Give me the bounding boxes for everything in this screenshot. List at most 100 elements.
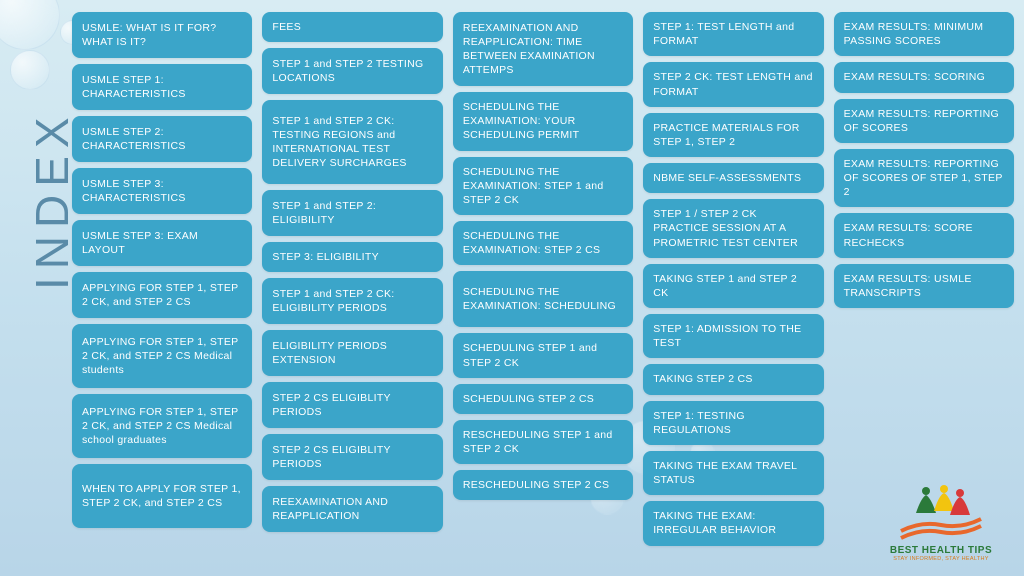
index-card-label: SCHEDULING THE EXAMINATION: STEP 1 and S…: [463, 165, 623, 208]
index-card[interactable]: EXAM RESULTS: SCORING: [834, 62, 1014, 92]
index-card[interactable]: STEP 1: ADMISSION TO THE TEST: [643, 314, 823, 358]
bubble-decoration: [10, 50, 50, 90]
index-card[interactable]: TAKING STEP 1 and STEP 2 CK: [643, 264, 823, 308]
index-card-label: USMLE STEP 2: CHARACTERISTICS: [82, 125, 242, 153]
index-card-label: EXAM RESULTS: MINIMUM PASSING SCORES: [844, 20, 1004, 48]
index-card-label: RESCHEDULING STEP 1 and STEP 2 CK: [463, 428, 623, 456]
index-card-label: STEP 3: ELIGIBILITY: [272, 250, 378, 264]
index-col-3: REEXAMINATION AND REAPPLICATION: TIME BE…: [453, 12, 633, 566]
index-card[interactable]: STEP 1 and STEP 2 CK: TESTING REGIONS an…: [262, 100, 442, 184]
index-card[interactable]: TAKING THE EXAM: IRREGULAR BEHAVIOR: [643, 501, 823, 545]
index-card-label: STEP 2 CK: TEST LENGTH and FORMAT: [653, 70, 813, 98]
index-card[interactable]: WHEN TO APPLY FOR STEP 1, STEP 2 CK, and…: [72, 464, 252, 528]
index-card-label: PRACTICE MATERIALS FOR STEP 1, STEP 2: [653, 121, 813, 149]
index-card-label: STEP 1 and STEP 2 CK: TESTING REGIONS an…: [272, 114, 432, 171]
index-card[interactable]: USMLE STEP 2: CHARACTERISTICS: [72, 116, 252, 162]
index-card-label: STEP 1: ADMISSION TO THE TEST: [653, 322, 813, 350]
index-card-label: STEP 2 CS ELIGIBLITY PERIODS: [272, 391, 432, 419]
index-card-label: REEXAMINATION AND REAPPLICATION: [272, 495, 432, 523]
index-card[interactable]: STEP 1 / STEP 2 CK PRACTICE SESSION AT A…: [643, 199, 823, 258]
index-card-label: EXAM RESULTS: SCORING: [844, 70, 985, 84]
index-card-label: EXAM RESULTS: USMLE TRANSCRIPTS: [844, 272, 1004, 300]
index-card[interactable]: USMLE STEP 3: EXAM LAYOUT: [72, 220, 252, 266]
index-card[interactable]: SCHEDULING THE EXAMINATION: STEP 1 and S…: [453, 157, 633, 216]
index-card[interactable]: USMLE STEP 3: CHARACTERISTICS: [72, 168, 252, 214]
index-card-label: STEP 1: TESTING REGULATIONS: [653, 409, 813, 437]
index-card[interactable]: SCHEDULING STEP 2 CS: [453, 384, 633, 414]
index-col-2: FEES STEP 1 and STEP 2 TESTING LOCATIONS S…: [262, 12, 442, 566]
index-card[interactable]: SCHEDULING STEP 1 and STEP 2 CK: [453, 333, 633, 377]
index-card[interactable]: APPLYING FOR STEP 1, STEP 2 CK, and STEP…: [72, 394, 252, 458]
index-card-label: SCHEDULING STEP 1 and STEP 2 CK: [463, 341, 623, 369]
index-card[interactable]: SCHEDULING THE EXAMINATION: YOUR SCHEDUL…: [453, 92, 633, 151]
index-card-label: WHEN TO APPLY FOR STEP 1, STEP 2 CK, and…: [82, 482, 242, 510]
index-card[interactable]: SCHEDULING THE EXAMINATION: STEP 2 CS: [453, 221, 633, 265]
index-card[interactable]: EXAM RESULTS: USMLE TRANSCRIPTS: [834, 264, 1014, 308]
index-card-label: USMLE: WHAT IS IT FOR? WHAT IS IT?: [82, 21, 242, 49]
index-card-label: STEP 2 CS ELIGIBLITY PERIODS: [272, 443, 432, 471]
index-card-label: SCHEDULING THE EXAMINATION: STEP 2 CS: [463, 229, 623, 257]
index-card[interactable]: STEP 3: ELIGIBILITY: [262, 242, 442, 272]
index-card[interactable]: STEP 1 and STEP 2 CK: ELIGIBILITY PERIOD…: [262, 278, 442, 324]
index-card-label: REEXAMINATION AND REAPPLICATION: TIME BE…: [463, 21, 623, 78]
index-card[interactable]: STEP 1: TESTING REGULATIONS: [643, 401, 823, 445]
index-card[interactable]: TAKING THE EXAM TRAVEL STATUS: [643, 451, 823, 495]
index-card[interactable]: EXAM RESULTS: SCORE RECHECKS: [834, 213, 1014, 257]
index-card-label: TAKING THE EXAM: IRREGULAR BEHAVIOR: [653, 509, 813, 537]
index-card-label: STEP 1: TEST LENGTH and FORMAT: [653, 20, 813, 48]
logo: BEST HEALTH TIPS STAY INFORMED, STAY HEA…: [876, 483, 1006, 562]
index-card-label: RESCHEDULING STEP 2 CS: [463, 478, 609, 492]
index-card-label: TAKING STEP 2 CS: [653, 372, 753, 386]
index-card-label: TAKING STEP 1 and STEP 2 CK: [653, 272, 813, 300]
index-card[interactable]: RESCHEDULING STEP 2 CS: [453, 470, 633, 500]
index-card[interactable]: TAKING STEP 2 CS: [643, 364, 823, 394]
index-grid: USMLE: WHAT IS IT FOR? WHAT IS IT? USMLE …: [72, 12, 1014, 566]
index-card[interactable]: NBME SELF-ASSESSMENTS: [643, 163, 823, 193]
index-card[interactable]: SCHEDULING THE EXAMINATION: SCHEDULING: [453, 271, 633, 327]
index-card-label: EXAM RESULTS: REPORTING OF SCORES OF STE…: [844, 157, 1004, 200]
index-card-label: STEP 1 and STEP 2 CK: ELIGIBILITY PERIOD…: [272, 287, 432, 315]
index-card-label: STEP 1 and STEP 2: ELIGIBILITY: [272, 199, 432, 227]
index-card-label: EXAM RESULTS: REPORTING OF SCORES: [844, 107, 1004, 135]
index-card-label: SCHEDULING STEP 2 CS: [463, 392, 594, 406]
index-card[interactable]: REEXAMINATION AND REAPPLICATION: [262, 486, 442, 532]
index-card[interactable]: RESCHEDULING STEP 1 and STEP 2 CK: [453, 420, 633, 464]
index-card[interactable]: PRACTICE MATERIALS FOR STEP 1, STEP 2: [643, 113, 823, 157]
index-card[interactable]: STEP 2 CS ELIGIBLITY PERIODS: [262, 434, 442, 480]
index-card-label: TAKING THE EXAM TRAVEL STATUS: [653, 459, 813, 487]
index-card[interactable]: APPLYING FOR STEP 1, STEP 2 CK, and STEP…: [72, 324, 252, 388]
index-card[interactable]: STEP 1: TEST LENGTH and FORMAT: [643, 12, 823, 56]
index-card-label: NBME SELF-ASSESSMENTS: [653, 171, 801, 185]
page-title: INDEX: [25, 109, 79, 290]
index-card-label: APPLYING FOR STEP 1, STEP 2 CK, and STEP…: [82, 281, 242, 309]
index-card[interactable]: USMLE STEP 1: CHARACTERISTICS: [72, 64, 252, 110]
index-card-label: APPLYING FOR STEP 1, STEP 2 CK, and STEP…: [82, 405, 242, 448]
index-card-label: SCHEDULING THE EXAMINATION: YOUR SCHEDUL…: [463, 100, 623, 143]
index-card-label: ELIGIBILITY PERIODS EXTENSION: [272, 339, 432, 367]
index-card[interactable]: STEP 2 CS ELIGIBLITY PERIODS: [262, 382, 442, 428]
index-card[interactable]: STEP 2 CK: TEST LENGTH and FORMAT: [643, 62, 823, 106]
index-card[interactable]: ELIGIBILITY PERIODS EXTENSION: [262, 330, 442, 376]
index-col-1: USMLE: WHAT IS IT FOR? WHAT IS IT? USMLE …: [72, 12, 252, 566]
index-card-label: STEP 1 and STEP 2 TESTING LOCATIONS: [272, 57, 432, 85]
index-card-label: FEES: [272, 20, 301, 34]
index-card[interactable]: EXAM RESULTS: REPORTING OF SCORES OF STE…: [834, 149, 1014, 208]
index-card-label: USMLE STEP 3: EXAM LAYOUT: [82, 229, 242, 257]
index-card[interactable]: EXAM RESULTS: MINIMUM PASSING SCORES: [834, 12, 1014, 56]
index-card[interactable]: STEP 1 and STEP 2 TESTING LOCATIONS: [262, 48, 442, 94]
index-card[interactable]: EXAM RESULTS: REPORTING OF SCORES: [834, 99, 1014, 143]
index-card-label: SCHEDULING THE EXAMINATION: SCHEDULING: [463, 285, 623, 313]
logo-title: BEST HEALTH TIPS: [876, 545, 1006, 556]
logo-icon: [896, 483, 986, 543]
index-card[interactable]: REEXAMINATION AND REAPPLICATION: TIME BE…: [453, 12, 633, 86]
index-card-label: APPLYING FOR STEP 1, STEP 2 CK, and STEP…: [82, 335, 242, 378]
index-card[interactable]: FEES: [262, 12, 442, 42]
index-card[interactable]: APPLYING FOR STEP 1, STEP 2 CK, and STEP…: [72, 272, 252, 318]
index-card-label: EXAM RESULTS: SCORE RECHECKS: [844, 221, 1004, 249]
index-col-4: STEP 1: TEST LENGTH and FORMAT STEP 2 CK:…: [643, 12, 823, 566]
index-card[interactable]: STEP 1 and STEP 2: ELIGIBILITY: [262, 190, 442, 236]
index-card-label: USMLE STEP 1: CHARACTERISTICS: [82, 73, 242, 101]
index-card-label: USMLE STEP 3: CHARACTERISTICS: [82, 177, 242, 205]
index-card-label: STEP 1 / STEP 2 CK PRACTICE SESSION AT A…: [653, 207, 813, 250]
index-card[interactable]: USMLE: WHAT IS IT FOR? WHAT IS IT?: [72, 12, 252, 58]
